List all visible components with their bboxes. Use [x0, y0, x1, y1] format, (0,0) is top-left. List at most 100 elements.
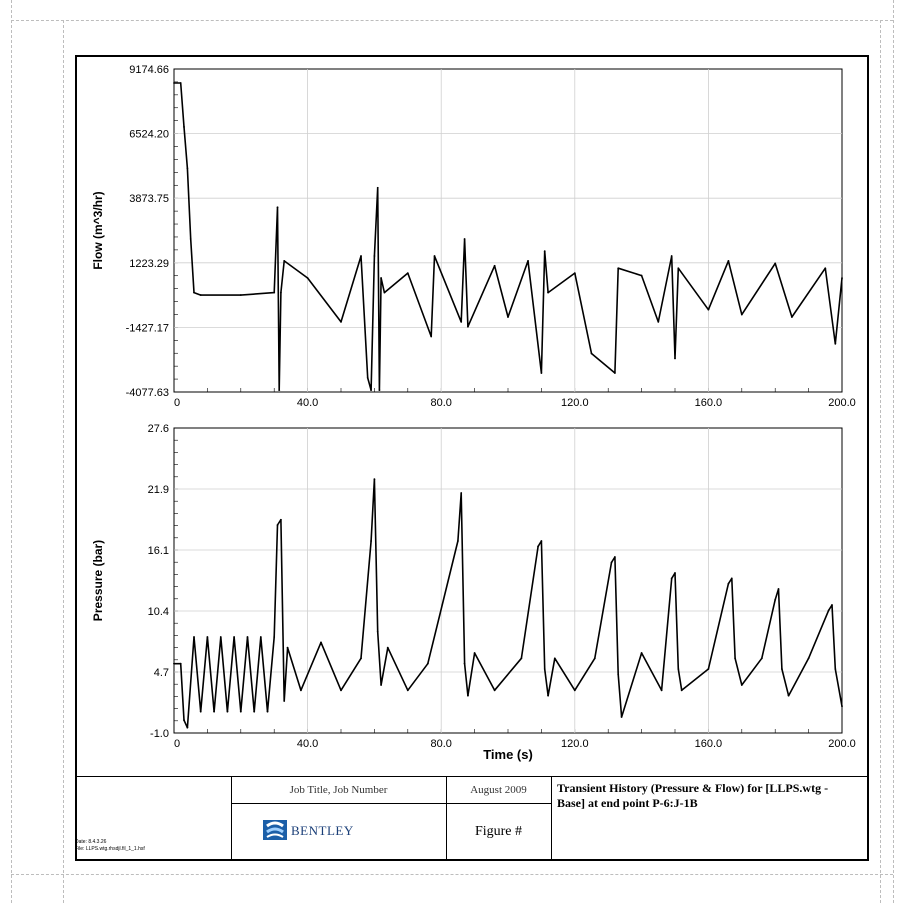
flow-x-tick-label: 80.0 — [430, 397, 451, 409]
pressure-data-point — [376, 630, 379, 633]
page-guide-right — [893, 0, 894, 903]
pressure-data-point — [593, 657, 596, 660]
flow-data-point — [193, 291, 195, 294]
pressure-data-point — [610, 561, 613, 564]
flow-series-line — [174, 82, 843, 391]
flow-data-point — [276, 206, 279, 209]
pressure-x-tick-label: 160.0 — [695, 738, 723, 750]
pressure-data-point — [734, 657, 737, 660]
flow-y-tick-label: -4077.63 — [126, 387, 169, 399]
flow-y-axis-label: Flow (m^3/hr) — [91, 191, 105, 269]
flow-data-point — [360, 255, 362, 257]
small-print-file: File: LLPS.wtg.rhsdjl.fil_1_1.hsf — [75, 846, 145, 852]
flow-data-point — [186, 167, 189, 170]
pressure-data-point — [543, 668, 546, 670]
pressure-y-axis-label: Pressure (bar) — [91, 540, 105, 621]
pressure-data-point — [620, 716, 623, 718]
flow-data-point — [613, 372, 616, 374]
pressure-data-point — [520, 657, 523, 660]
pressure-data-point — [320, 641, 322, 644]
flow-data-point — [183, 125, 185, 128]
flow-data-point — [430, 335, 433, 338]
flow-y-tick-label: 3873.75 — [129, 193, 169, 205]
flow-data-point — [674, 357, 676, 360]
pressure-plot-area — [173, 427, 843, 734]
flow-data-point — [366, 377, 369, 379]
pressure-data-point — [787, 694, 790, 697]
pressure-data-point — [276, 524, 279, 526]
flow-data-point — [283, 260, 286, 262]
flow-data-point — [527, 260, 529, 262]
pressure-series-line — [174, 478, 843, 729]
pressure-data-point — [460, 492, 463, 494]
pressure-data-point — [677, 668, 680, 670]
flow-data-point — [373, 255, 376, 257]
flow-data-point — [791, 316, 793, 318]
flow-data-point — [279, 291, 282, 294]
pressure-data-point — [426, 662, 429, 665]
flow-data-point — [467, 325, 469, 328]
pressure-data-point — [340, 689, 342, 692]
pressure-data-point — [780, 668, 783, 670]
flow-x-tick-label: 40.0 — [297, 397, 318, 409]
flow-data-point — [273, 291, 276, 294]
sheet-guide-right — [880, 20, 881, 903]
pressure-y-tick-label: -1.0 — [150, 728, 169, 740]
pressure-data-point — [213, 710, 215, 713]
pressure-data-point — [219, 636, 222, 638]
pressure-data-point — [279, 518, 282, 521]
figure-label: Figure # — [474, 824, 523, 839]
flow-data-point — [573, 272, 576, 275]
pressure-data-point — [831, 604, 833, 606]
flow-data-point — [677, 267, 680, 270]
flow-data-point — [617, 267, 620, 270]
flow-data-point — [463, 238, 466, 240]
flow-x-tick-label: 200.0 — [828, 397, 856, 409]
pressure-data-point — [233, 636, 236, 638]
flow-y-tick-label: 6524.20 — [129, 129, 169, 141]
flow-data-point — [173, 82, 175, 84]
pressure-data-point — [173, 662, 175, 665]
flow-data-point — [774, 262, 777, 265]
flow-data-point — [406, 272, 409, 275]
title-block: Job Title, Job Number August 2009 BENTLE… — [75, 776, 869, 861]
flow-data-point — [433, 255, 436, 257]
flow-data-point — [179, 82, 182, 84]
pressure-data-point — [283, 700, 286, 702]
pressure-x-tick-label: 200.0 — [828, 738, 856, 750]
pressure-data-point — [457, 540, 459, 542]
pressure-data-point — [807, 657, 810, 660]
bentley-logo-icon — [263, 820, 287, 840]
pressure-data-point — [553, 657, 556, 660]
pressure-data-point — [467, 694, 469, 697]
flow-data-point — [383, 291, 386, 294]
flow-y-tick-label: -1427.17 — [126, 322, 169, 334]
pressure-data-point — [373, 478, 376, 481]
flow-data-point — [370, 389, 372, 392]
pressure-data-point — [463, 662, 466, 665]
pressure-x-tick-label: 80.0 — [430, 738, 451, 750]
pressure-data-point — [777, 588, 780, 590]
pressure-data-point — [760, 657, 763, 660]
pressure-data-point — [300, 689, 302, 692]
date-label: August 2009 — [470, 784, 527, 796]
small-print-date: Date: 8.4.3.26 — [75, 839, 107, 845]
flow-data-point — [376, 186, 379, 189]
flow-data-point — [239, 294, 242, 296]
flow-data-point — [640, 274, 643, 277]
flow-data-point — [727, 260, 730, 262]
flow-data-point — [189, 238, 192, 240]
pressure-x-tick-label: 120.0 — [561, 738, 589, 750]
flow-data-point — [740, 313, 743, 316]
flow-data-point — [707, 308, 710, 311]
bentley-logo: BENTLEY — [263, 820, 403, 842]
pressure-data-point — [193, 636, 195, 638]
flow-data-point — [543, 250, 546, 253]
page-guide-left — [11, 0, 12, 903]
plot-sheet-frame — [75, 55, 869, 861]
flow-data-point — [841, 277, 843, 279]
pressure-data-point — [834, 668, 837, 670]
sheet-guide-bottom — [11, 874, 893, 875]
pressure-data-point — [386, 646, 389, 649]
